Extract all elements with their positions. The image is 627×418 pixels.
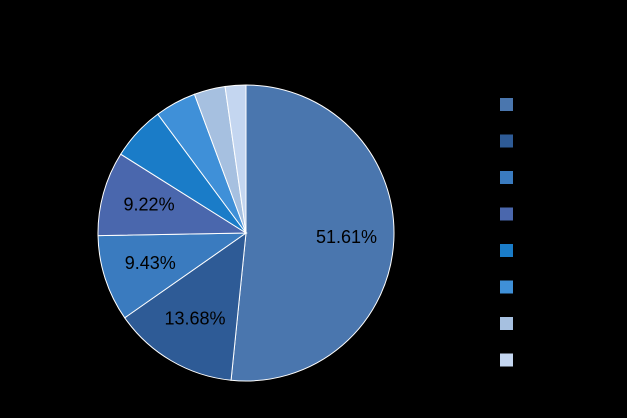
data-label: 51.61% <box>316 227 377 247</box>
pie-slice <box>224 84 247 234</box>
pie-slice <box>124 231 247 381</box>
legend-marker <box>500 98 513 111</box>
pie-slice <box>97 232 248 319</box>
data-label: 9.22% <box>124 195 175 215</box>
legend-marker <box>500 353 513 367</box>
legend-marker <box>500 207 513 221</box>
legend-marker <box>500 244 513 257</box>
legend-marker <box>500 171 513 184</box>
legend-marker <box>500 134 513 148</box>
pie-slice <box>97 153 248 237</box>
data-label: 13.68% <box>165 309 226 329</box>
data-label: 9.43% <box>125 253 176 273</box>
legend-marker <box>500 280 513 294</box>
pie-slice <box>230 84 395 382</box>
legend-marker <box>500 317 513 330</box>
